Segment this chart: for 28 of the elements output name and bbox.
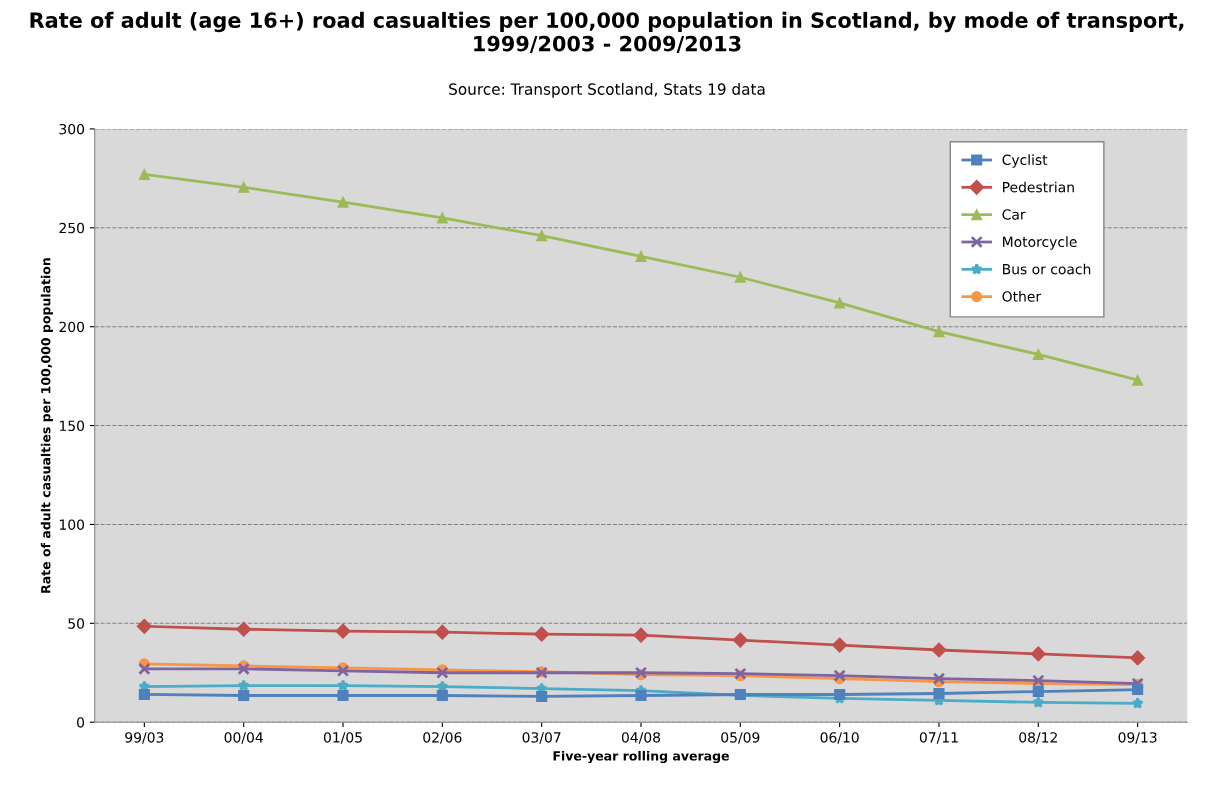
y-tick-label: 250 [59, 222, 85, 234]
legend-label: Cyclist [1002, 154, 1048, 168]
x-tick-label: 02/06 [423, 732, 462, 744]
x-tick-label: 05/09 [721, 732, 760, 744]
legend-label: Other [1002, 290, 1042, 302]
x-tick-label: 06/10 [820, 732, 859, 744]
y-tick-label: 300 [59, 123, 85, 135]
x-tick-label: 07/11 [919, 732, 958, 744]
x-tick-label: 09/13 [1118, 732, 1157, 744]
x-tick-label: 03/07 [522, 732, 561, 744]
y-tick-label: 50 [68, 618, 85, 629]
x-tick-label: 01/05 [323, 732, 362, 744]
x-tick-label: 00/04 [224, 732, 263, 744]
chart-title: Rate of adult (age 16+) road casualties per 100,000 population in Scotland, by mode of transport, 1999/2003 - 2009/2013 [30, 11, 1184, 54]
y-tick-label: 100 [59, 519, 85, 530]
y-tick-label: 200 [59, 321, 85, 333]
y-tick-label: 0 [77, 717, 85, 728]
y-tick-label: 150 [59, 420, 85, 432]
y-axis-title: Rate of adult casualties per 100,000 population [40, 258, 53, 593]
chart-subtitle: Source: Transport Scotland, Stats 19 data [449, 83, 765, 98]
legend-label: Bus or coach [1003, 263, 1091, 275]
legend-label: Car [1002, 209, 1026, 220]
x-axis-title: Five-year rolling average [553, 750, 729, 764]
legend-label: Motorcycle [1003, 236, 1077, 250]
x-tick-label: 04/08 [621, 732, 661, 744]
legend-label: Pedestrian [1003, 181, 1074, 193]
x-tick-label: 08/12 [1019, 732, 1057, 744]
x-tick-label: 99/03 [125, 732, 164, 744]
